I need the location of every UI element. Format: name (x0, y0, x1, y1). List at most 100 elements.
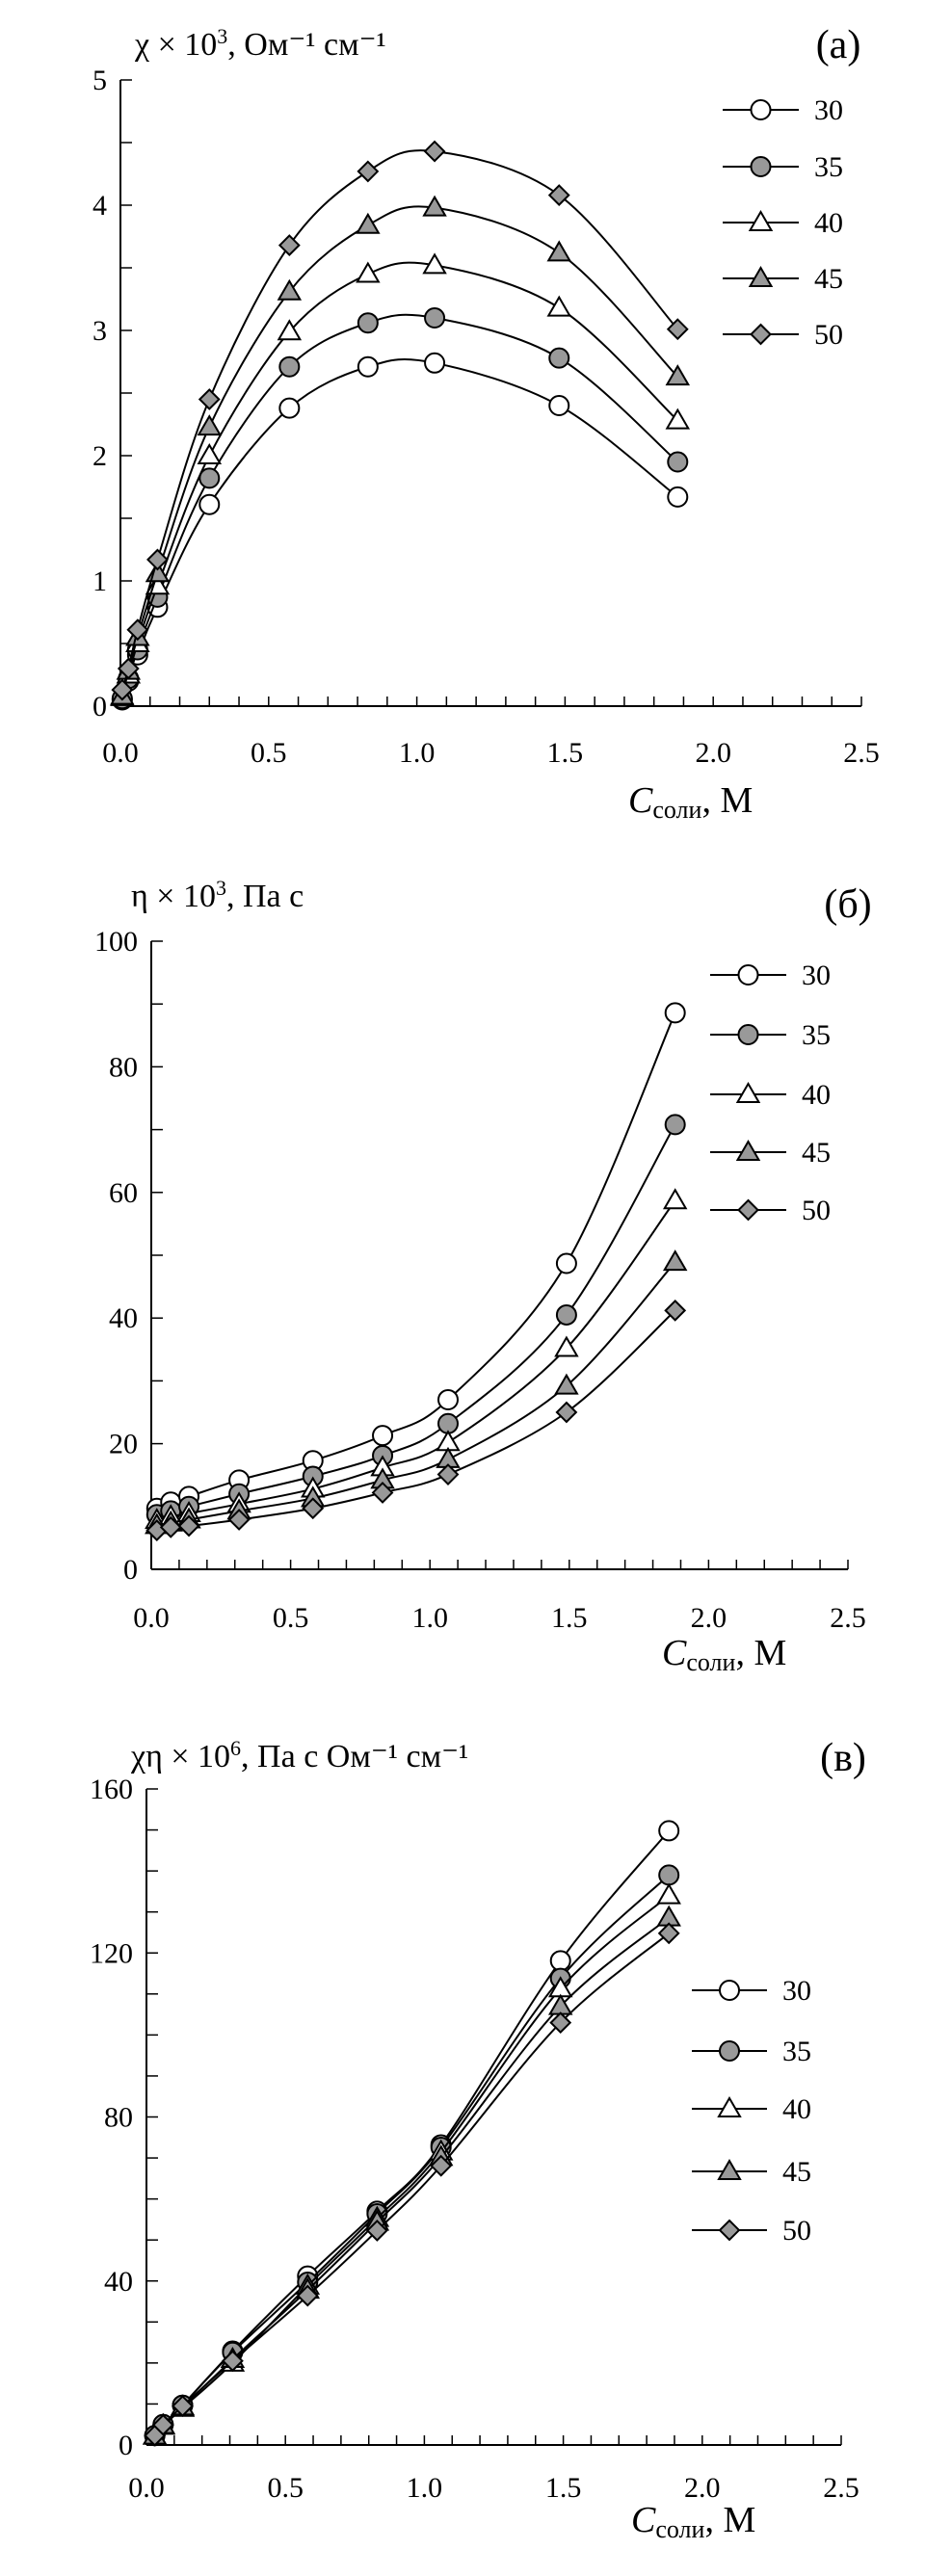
data-point (278, 397, 301, 419)
legend-label: 40 (782, 2093, 811, 2125)
x-tick-label: 0.5 (273, 1602, 309, 1634)
x-label-unit: , М (701, 780, 753, 821)
x-label-unit: , М (704, 2500, 755, 2540)
x-tick-label: 1.5 (551, 1602, 588, 1634)
x-label-var: C (662, 1633, 687, 1673)
y-label-sup: 3 (217, 24, 227, 48)
data-point (296, 2284, 319, 2307)
series-35 (111, 307, 689, 710)
y-tick-label: 160 (90, 1774, 133, 1805)
data-point (151, 2413, 174, 2436)
legend-label: 40 (802, 1079, 831, 1111)
y-axis-label: χ × 103, Ом⁻¹ см⁻¹ (134, 24, 386, 63)
data-point (146, 548, 169, 571)
legend-label: 35 (802, 1019, 831, 1051)
data-point (422, 252, 447, 275)
data-point (657, 1922, 680, 1945)
y-tick-label: 40 (109, 1302, 138, 1334)
y-tick-label: 3 (93, 315, 107, 347)
x-tick-label: 0.0 (102, 737, 139, 769)
y-label-sup: 6 (230, 1736, 241, 1760)
data-point (126, 618, 149, 642)
x-tick-label: 0.0 (128, 2472, 165, 2504)
data-point (436, 1388, 459, 1410)
y-label-main: η × 10 (131, 879, 216, 914)
data-point (547, 184, 570, 207)
y-tick-label: 80 (104, 2102, 133, 2134)
y-tick-label: 5 (93, 65, 107, 96)
series-line (120, 149, 679, 691)
y-label-unit: , Па с (226, 879, 304, 914)
y-label-main: χ × 10 (134, 27, 217, 63)
data-point (554, 1335, 579, 1357)
x-tick-label: 2.0 (695, 737, 731, 769)
panel-label: (в) (820, 1736, 866, 1780)
series-30 (111, 352, 689, 711)
x-label-sub: соли (652, 796, 701, 824)
data-point (117, 657, 140, 680)
legend-marker (718, 2219, 741, 2242)
data-point (662, 1188, 688, 1210)
series-50 (144, 1922, 680, 2447)
x-tick-label: 1.0 (411, 1602, 448, 1634)
x-axis-label: Cсоли, М (631, 2500, 755, 2543)
y-tick-label: 1 (93, 565, 107, 597)
data-point (172, 2395, 194, 2417)
legend-label: 45 (782, 2156, 811, 2188)
data-point (424, 307, 446, 329)
x-label-var: C (631, 2500, 656, 2540)
data-point (658, 1864, 680, 1886)
data-point (548, 347, 570, 369)
data-point (555, 1303, 577, 1326)
data-point (555, 1252, 577, 1275)
y-tick-label: 100 (94, 926, 138, 958)
legend-marker (717, 2096, 742, 2117)
legend-label: 50 (782, 2215, 811, 2247)
series-line (156, 1123, 676, 1516)
legend-marker (737, 1024, 759, 1045)
legend-label: 45 (802, 1137, 831, 1169)
data-point (177, 1514, 200, 1538)
data-point (365, 2219, 388, 2242)
y-tick-label: 0 (119, 2430, 133, 2461)
data-point (664, 1114, 686, 1136)
data-point (357, 312, 379, 334)
data-point (423, 140, 446, 163)
data-point (302, 1497, 325, 1520)
x-label-sub: соли (686, 1648, 735, 1676)
series-45 (110, 195, 691, 705)
series-40 (110, 252, 691, 706)
legend-marker (737, 1198, 759, 1222)
data-point (356, 261, 381, 283)
data-point (549, 1950, 571, 1972)
x-label-var: C (628, 780, 653, 821)
series-50 (111, 140, 689, 701)
y-axis-label: χη × 106, Па с Ом⁻¹ см⁻¹ (130, 1736, 468, 1774)
x-tick-label: 2.0 (684, 2472, 721, 2504)
data-point (664, 1299, 687, 1322)
panel-label: (a) (816, 23, 861, 67)
legend-marker (748, 266, 774, 287)
data-point (221, 2350, 244, 2373)
series-line (156, 1012, 676, 1510)
x-axis-label: Cсоли, М (662, 1633, 786, 1676)
y-tick-label: 20 (109, 1429, 138, 1460)
data-point (430, 2154, 453, 2177)
legend-label: 35 (782, 2036, 811, 2067)
data-point (658, 1820, 680, 1842)
x-tick-label: 2.5 (830, 1602, 866, 1634)
legend-marker (719, 2040, 740, 2062)
data-point (371, 1482, 394, 1504)
legend-label: 30 (802, 959, 831, 991)
data-point (198, 388, 221, 410)
legend-label: 30 (782, 1975, 811, 2007)
y-tick-label: 60 (109, 1177, 138, 1209)
data-point (665, 407, 691, 430)
data-point (277, 319, 303, 341)
data-point (111, 678, 134, 701)
data-point (197, 443, 223, 464)
data-point (667, 486, 689, 508)
x-tick-label: 1.5 (547, 737, 584, 769)
